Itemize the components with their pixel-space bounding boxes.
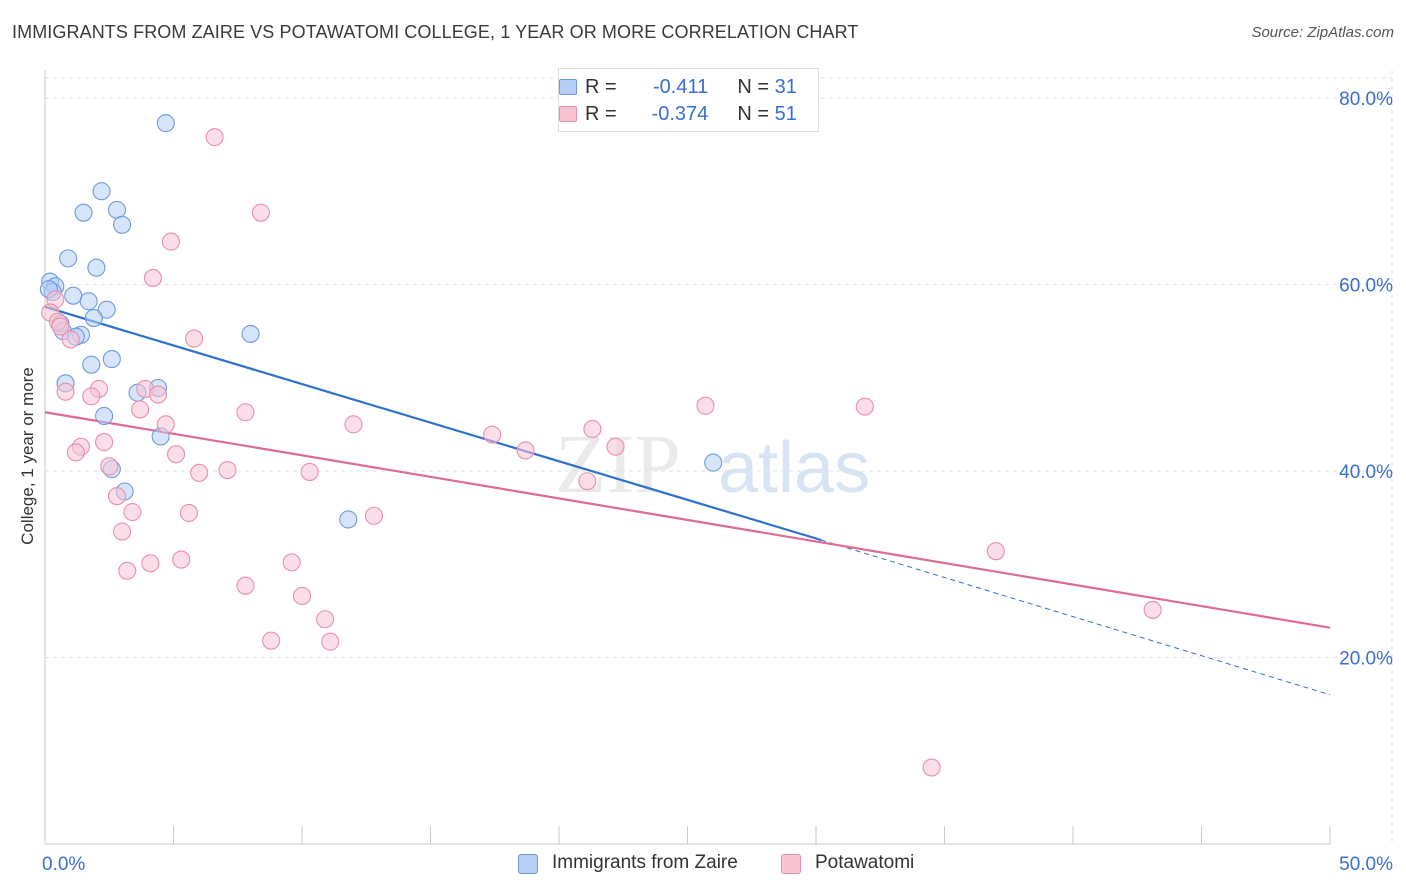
data-point-potawatomi [986,542,1005,561]
data-point-zaire [339,510,358,529]
stats-row-blue: R = -0.411 N = 31 [559,75,797,99]
data-point-potawatomi [364,506,384,525]
data-point-potawatomi [218,461,237,480]
stats-n-label: N = [737,103,770,125]
stats-r-label: R = [585,103,617,125]
legend-label: Potawatomi [815,852,915,873]
data-point-potawatomi [236,576,255,595]
chart-title: IMMIGRANTS FROM ZAIRE VS POTAWATOMI COLL… [12,22,859,42]
data-point-potawatomi [61,330,80,349]
data-point-potawatomi [149,385,168,404]
y-tick-label: 80.0% [1339,89,1393,110]
trend-line-extension [820,539,1331,696]
data-point-potawatomi [205,128,224,147]
data-point-potawatomi [483,425,502,444]
stats-swatch-blue [559,79,577,95]
data-point-potawatomi [172,550,191,569]
data-point-potawatomi [696,396,715,415]
data-point-potawatomi [123,502,142,522]
x-tick-label: 50.0% [1339,854,1393,875]
stats-n-label: N = [737,76,770,98]
data-point-potawatomi [100,457,119,476]
trend-line [44,411,1331,629]
data-point-potawatomi [107,487,127,506]
data-point-potawatomi [292,586,312,605]
data-point-potawatomi [141,554,160,573]
stats-swatch-pink [559,106,577,122]
x-tick-label: 0.0% [42,854,85,875]
data-points [39,114,1162,777]
data-point-zaire [84,309,103,328]
chart-source: Source: ZipAtlas.com [1251,24,1394,41]
data-point-zaire [704,453,723,472]
data-point-zaire [64,286,83,305]
data-point-potawatomi [516,441,535,460]
data-point-zaire [87,258,106,277]
y-tick-label: 60.0% [1339,275,1393,296]
data-point-potawatomi [185,329,204,348]
data-point-zaire [95,406,114,426]
y-tick-label: 40.0% [1339,462,1393,483]
data-point-potawatomi [82,387,101,406]
data-point-potawatomi [282,553,301,572]
data-point-potawatomi [156,415,175,434]
trend-lines [44,305,1331,696]
data-point-potawatomi [855,397,874,416]
data-point-potawatomi [300,462,319,481]
data-point-zaire [59,249,78,268]
data-point-potawatomi [179,503,198,523]
data-point-zaire [102,350,121,369]
stats-box: R = -0.411 N = 31 R = -0.374 N = 51 [558,68,819,132]
data-point-zaire [82,355,101,374]
data-point-potawatomi [922,758,941,777]
axes [44,70,1331,845]
data-point-zaire [113,215,132,234]
data-point-potawatomi [190,463,209,482]
data-point-potawatomi [321,632,340,651]
data-point-zaire [92,182,111,201]
watermark-zip: ZIP [555,418,681,511]
data-point-potawatomi [1143,600,1162,619]
data-point-potawatomi [113,522,132,541]
stats-n-value: 51 [774,103,797,125]
legend-swatch-blue [518,854,538,874]
stats-n-value: 31 [774,76,797,98]
legend-label: Immigrants from Zaire [552,852,738,873]
watermark-atlas: atlas [718,428,870,508]
data-point-zaire [97,300,116,319]
data-point-potawatomi [251,203,270,222]
data-point-potawatomi [66,443,85,462]
data-point-zaire [241,324,260,343]
data-point-potawatomi [344,415,363,434]
data-point-potawatomi [316,610,335,629]
data-point-zaire [74,203,93,222]
legend: Immigrants from Zaire Potawatomi [0,850,1406,878]
data-point-potawatomi [95,433,114,452]
trend-line [44,305,822,542]
data-point-potawatomi [583,419,602,439]
legend-swatch-pink [781,854,801,874]
data-point-potawatomi [131,400,150,419]
data-point-potawatomi [606,437,625,456]
data-point-potawatomi [262,631,281,650]
data-point-zaire [79,292,98,311]
tick-labels: 20.0% 40.0% 60.0% 80.0% 0.0% 50.0% [42,89,1393,875]
data-point-potawatomi [56,382,75,401]
data-point-potawatomi [167,445,186,464]
data-point-zaire [156,114,175,133]
watermark: ZIP atlas [555,418,870,511]
data-point-potawatomi [161,232,180,251]
data-point-potawatomi [51,317,70,336]
stats-r-value: -0.411 [653,76,709,98]
stats-r-value: -0.374 [651,103,709,125]
stats-row-pink: R = -0.374 N = 51 [559,102,797,126]
y-tick-label: 20.0% [1339,648,1393,669]
data-point-potawatomi [118,561,137,580]
data-point-potawatomi [578,472,597,491]
data-point-potawatomi [236,403,255,422]
data-point-potawatomi [143,268,162,288]
stats-r-label: R = [585,76,617,98]
